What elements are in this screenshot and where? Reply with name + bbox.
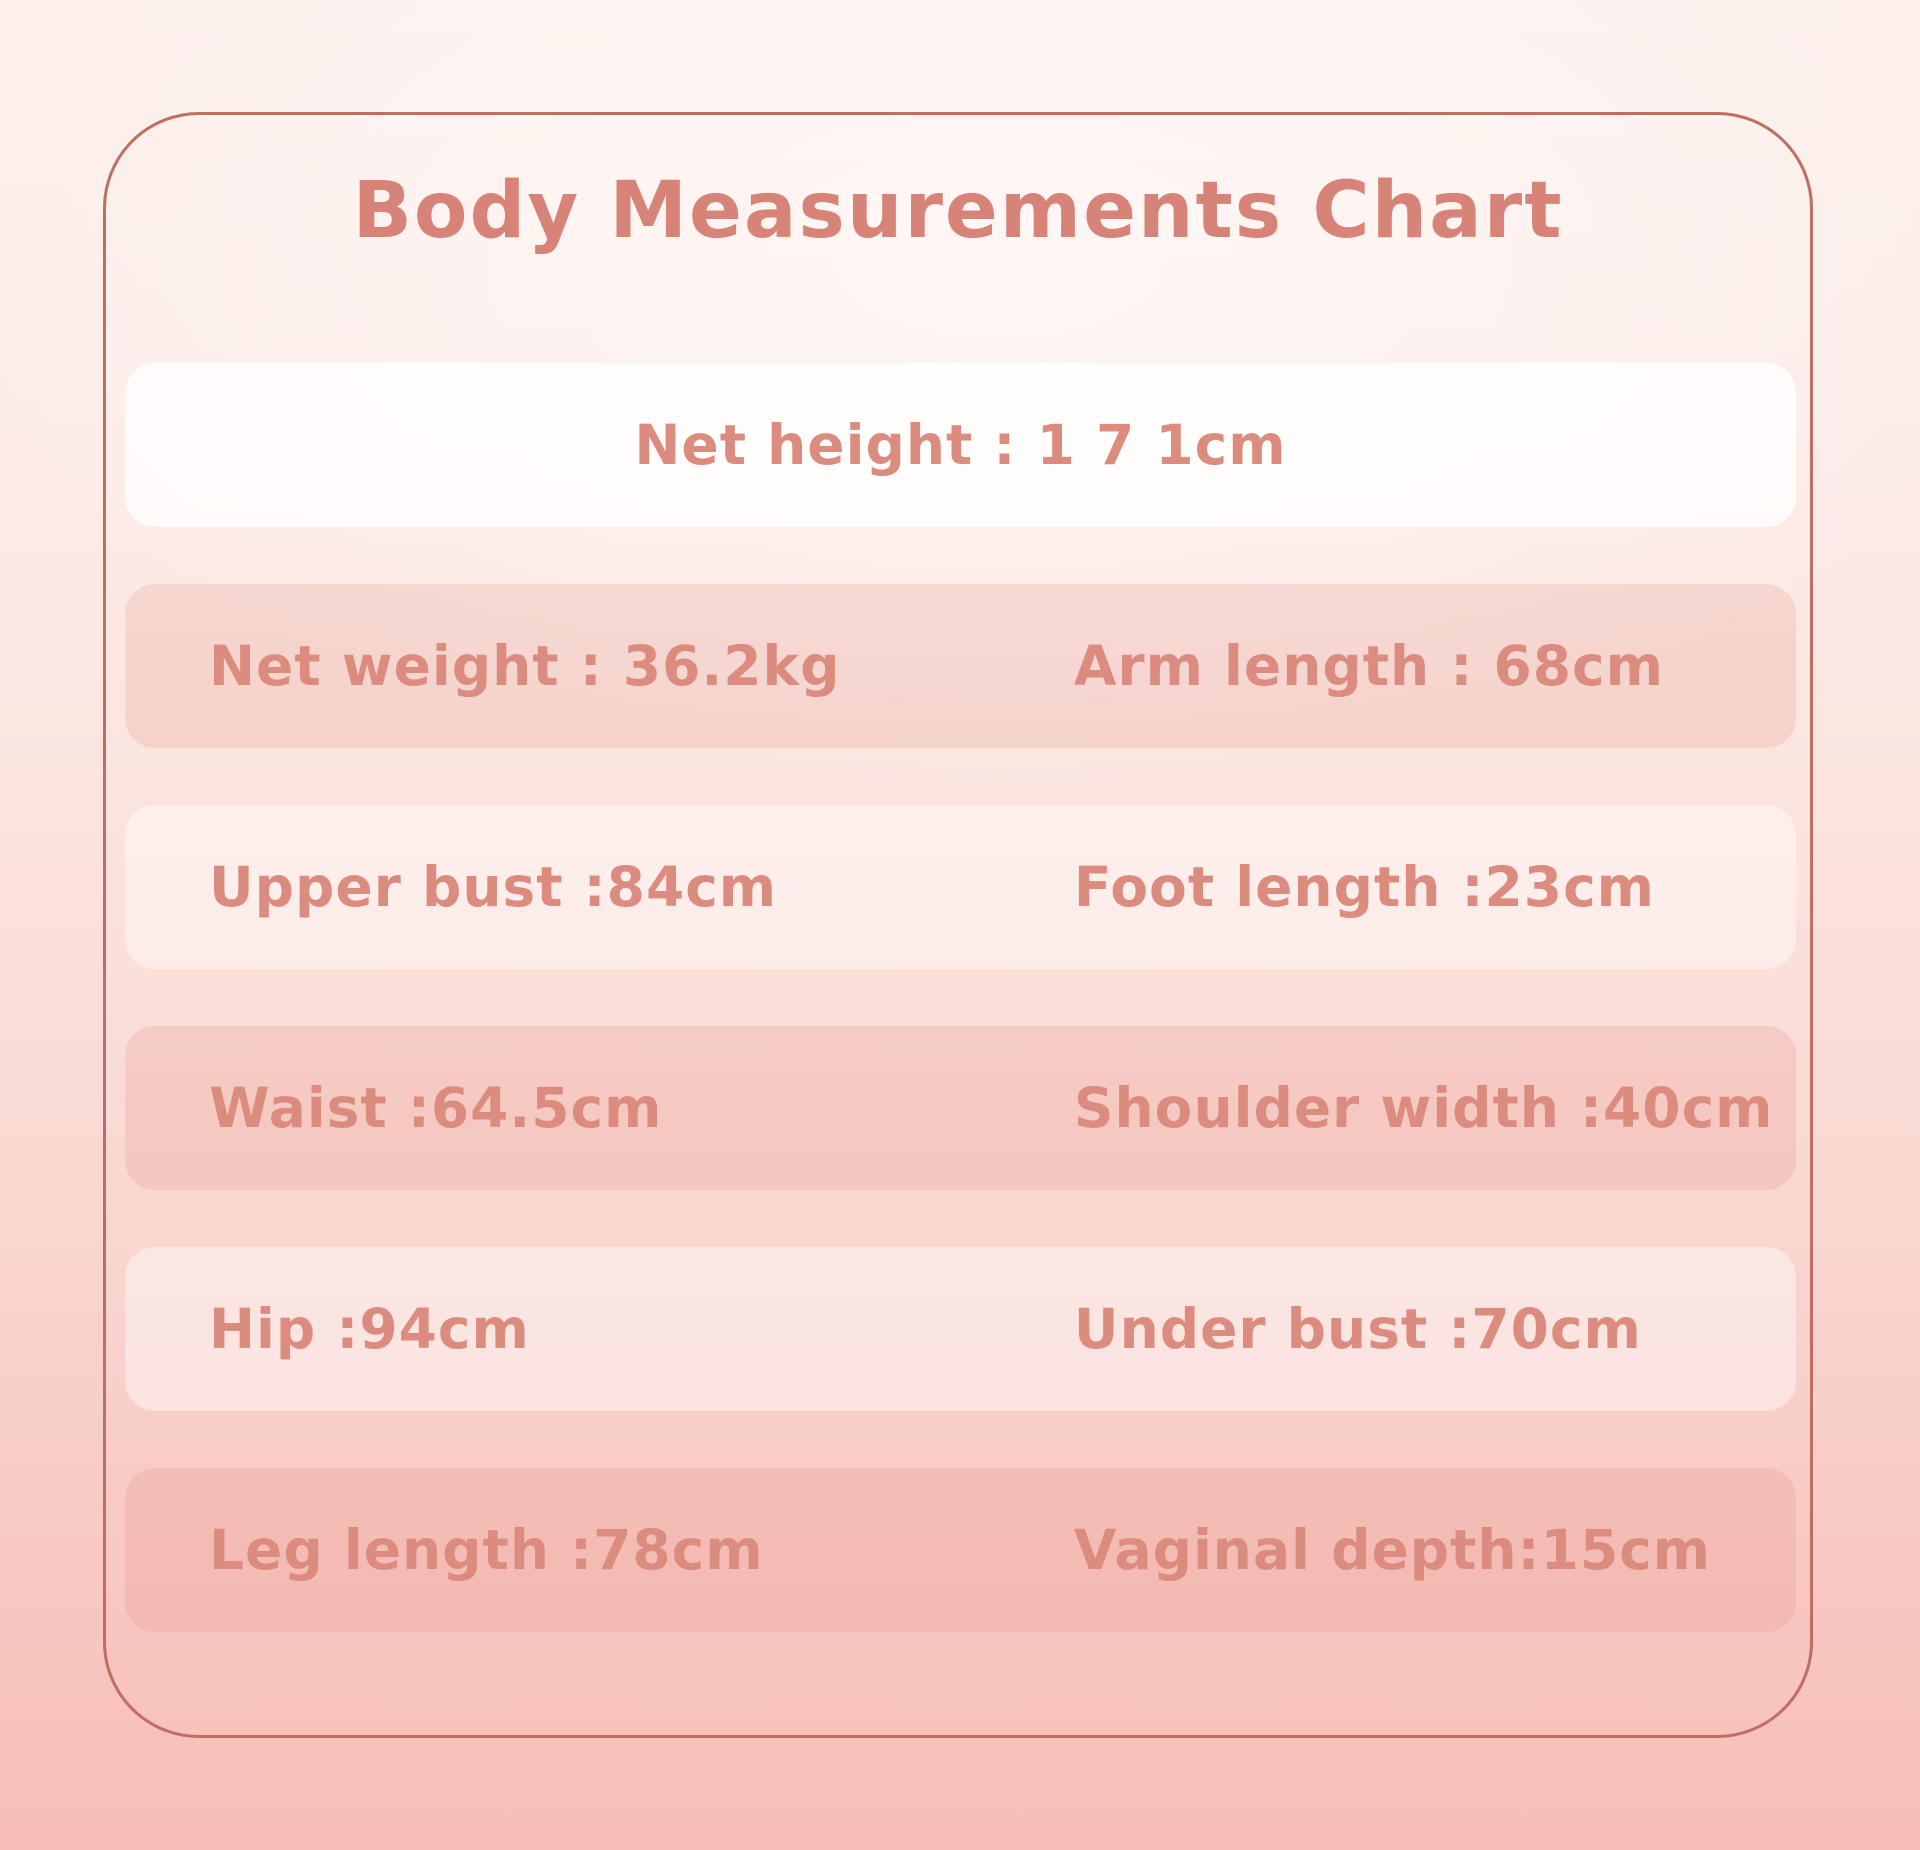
- measurement-cell: Upper bust :84cm: [209, 855, 778, 919]
- measurement-cell: Waist :64.5cm: [209, 1076, 663, 1140]
- measurement-cell: Under bust :70cm: [1073, 1297, 1642, 1361]
- measurement-cell: Hip :94cm: [209, 1297, 530, 1361]
- measurement-rows: Net height : 1 7 1cm Net weight : 36.2kg A…: [125, 363, 1796, 1632]
- measurement-cell: Net weight : 36.2kg: [209, 634, 841, 698]
- measurement-row: Upper bust :84cm Foot length :23cm: [125, 805, 1796, 969]
- measurement-cell: Shoulder width :40cm: [1073, 1076, 1774, 1140]
- measurement-cell: Vaginal depth:15cm: [1073, 1518, 1712, 1582]
- measurement-row: Waist :64.5cm Shoulder width :40cm: [125, 1026, 1796, 1190]
- measurement-row: Hip :94cm Under bust :70cm: [125, 1247, 1796, 1411]
- measurement-cell: Foot length :23cm: [1073, 855, 1655, 919]
- measurement-cell: Arm length : 68cm: [1073, 634, 1664, 698]
- measurement-row: Net height : 1 7 1cm: [125, 363, 1796, 527]
- measurement-row: Leg length :78cm Vaginal depth:15cm: [125, 1468, 1796, 1632]
- measurement-row: Net weight : 36.2kg Arm length : 68cm: [125, 584, 1796, 748]
- measurements-panel: Body Measurements Chart Net height : 1 7…: [103, 112, 1813, 1738]
- measurement-cell: Leg length :78cm: [209, 1518, 764, 1582]
- page-title: Body Measurements Chart: [352, 166, 1564, 256]
- measurement-cell: Net height : 1 7 1cm: [634, 413, 1287, 477]
